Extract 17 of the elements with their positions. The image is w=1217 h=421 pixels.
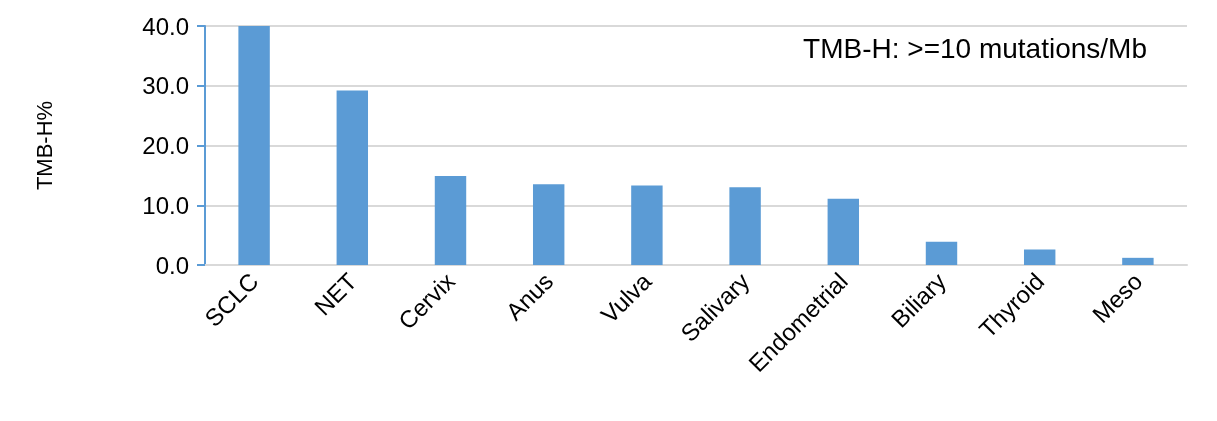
bar [827, 198, 860, 265]
bar [532, 184, 565, 265]
bar [1122, 257, 1154, 265]
annotation: TMB-H: >=10 mutations/Mb [803, 32, 1147, 64]
y-axis-title: TMB-H% [31, 100, 57, 191]
y-tick-label: 30.0 [142, 72, 189, 100]
bar [434, 175, 467, 265]
y-tick-label: 10.0 [142, 191, 189, 219]
y-tick-label: 40.0 [142, 12, 189, 40]
y-tick-label: 20.0 [142, 132, 189, 159]
y-tick-label: 0.0 [155, 251, 189, 279]
bar [631, 185, 663, 265]
bar [336, 90, 369, 265]
bar [1023, 249, 1056, 265]
bar [729, 187, 761, 265]
bar [925, 241, 958, 265]
bar [238, 26, 270, 265]
